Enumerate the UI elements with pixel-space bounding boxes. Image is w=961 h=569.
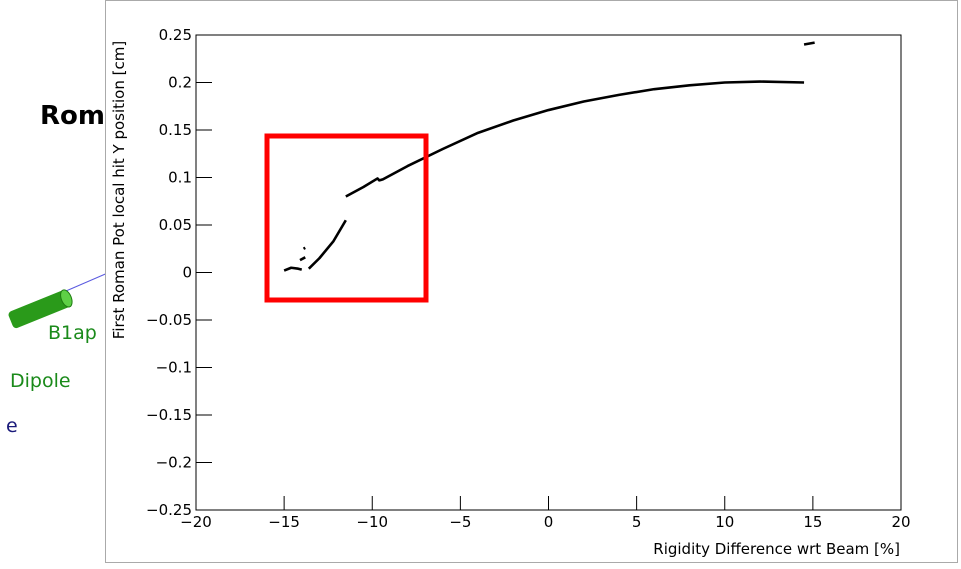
- y-tick-label: −0.05: [146, 311, 192, 329]
- slide-label: e: [6, 415, 18, 437]
- x-tick-label: 5: [632, 513, 642, 531]
- x-tick-label: 10: [715, 513, 734, 531]
- y-tick-label: 0.1: [168, 169, 192, 187]
- y-tick-label: −0.1: [156, 359, 192, 377]
- magnet-icon: [8, 289, 73, 329]
- slide-label: Dipole: [10, 370, 71, 392]
- y-axis-title: First Roman Pot local hit Y position [cm…: [110, 41, 128, 339]
- connector: [65, 271, 111, 292]
- y-tick-label: 0.05: [159, 216, 192, 234]
- x-tick-label: 0: [544, 513, 554, 531]
- data-line: [283, 41, 815, 272]
- y-tick-label: −0.25: [146, 501, 192, 519]
- x-tick-label: −15: [268, 513, 300, 531]
- x-tick-label: −10: [356, 513, 388, 531]
- x-tick-label: −5: [449, 513, 471, 531]
- x-tick-label: 15: [803, 513, 822, 531]
- highlight-box: [264, 133, 429, 303]
- y-tick-label: 0.15: [159, 121, 192, 139]
- slide-label: B1ap: [48, 322, 97, 344]
- x-tick-label: −20: [180, 513, 212, 531]
- y-tick-label: −0.2: [156, 454, 192, 472]
- x-tick-label: 20: [891, 513, 910, 531]
- y-tick-label: 0.25: [159, 26, 192, 44]
- y-tick-label: 0.2: [168, 74, 192, 92]
- x-axis-title: Rigidity Difference wrt Beam [%]: [653, 540, 900, 558]
- plot-panel: [105, 0, 958, 563]
- plot: Rigidity Difference wrt Beam [%] First R…: [110, 26, 911, 558]
- y-tick-label: −0.15: [146, 406, 192, 424]
- y-tick-label: 0: [182, 264, 192, 282]
